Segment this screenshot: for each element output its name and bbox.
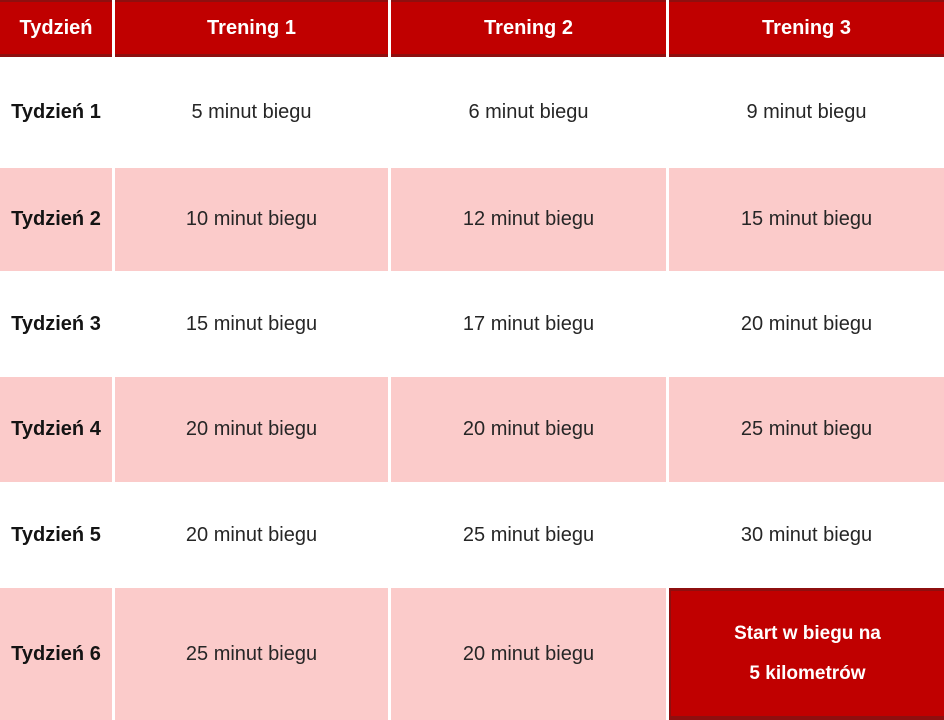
race-start-line-2: 5 kilometrów (749, 662, 866, 684)
week-label: Tydzień 4 (0, 377, 112, 482)
header-cell-trening-1: Trening 1 (115, 0, 388, 57)
race-start-highlight-cell: Start w biegu na 5 kilometrów (669, 588, 944, 720)
header-cell-trening-3: Trening 3 (669, 0, 944, 57)
table-row-week-2: Tydzień 2 10 minut biegu 12 minut biegu … (0, 168, 944, 271)
trening-3-cell: 25 minut biegu (669, 377, 944, 482)
trening-2-cell: 17 minut biegu (391, 271, 666, 377)
trening-3-cell: 20 minut biegu (669, 271, 944, 377)
table-row-week-3: Tydzień 3 15 minut biegu 17 minut biegu … (0, 271, 944, 377)
table-row-week-1: Tydzień 1 5 minut biegu 6 minut biegu 9 … (0, 57, 944, 168)
trening-1-cell: 10 minut biegu (115, 168, 388, 271)
trening-3-cell: 30 minut biegu (669, 482, 944, 588)
header-cell-tydzien: Tydzień (0, 0, 112, 57)
table-row-week-6: Tydzień 6 25 minut biegu 20 minut biegu … (0, 588, 944, 720)
table-row-week-5: Tydzień 5 20 minut biegu 25 minut biegu … (0, 482, 944, 588)
trening-1-cell: 15 minut biegu (115, 271, 388, 377)
trening-1-cell: 5 minut biegu (115, 57, 388, 168)
header-row: Tydzień Trening 1 Trening 2 Trening 3 (0, 0, 944, 57)
trening-2-cell: 12 minut biegu (391, 168, 666, 271)
trening-3-cell: 9 minut biegu (669, 57, 944, 168)
trening-2-cell: 20 minut biegu (391, 588, 666, 720)
week-label: Tydzień 6 (0, 588, 112, 720)
week-label: Tydzień 3 (0, 271, 112, 377)
trening-1-cell: 25 minut biegu (115, 588, 388, 720)
table-row-week-4: Tydzień 4 20 minut biegu 20 minut biegu … (0, 377, 944, 482)
trening-1-cell: 20 minut biegu (115, 377, 388, 482)
week-label: Tydzień 2 (0, 168, 112, 271)
week-label: Tydzień 1 (0, 57, 112, 168)
trening-1-cell: 20 minut biegu (115, 482, 388, 588)
trening-3-cell: 15 minut biegu (669, 168, 944, 271)
trening-2-cell: 25 minut biegu (391, 482, 666, 588)
race-start-line-1: Start w biegu na (734, 622, 881, 644)
header-cell-trening-2: Trening 2 (391, 0, 666, 57)
trening-2-cell: 20 minut biegu (391, 377, 666, 482)
trening-2-cell: 6 minut biegu (391, 57, 666, 168)
week-label: Tydzień 5 (0, 482, 112, 588)
